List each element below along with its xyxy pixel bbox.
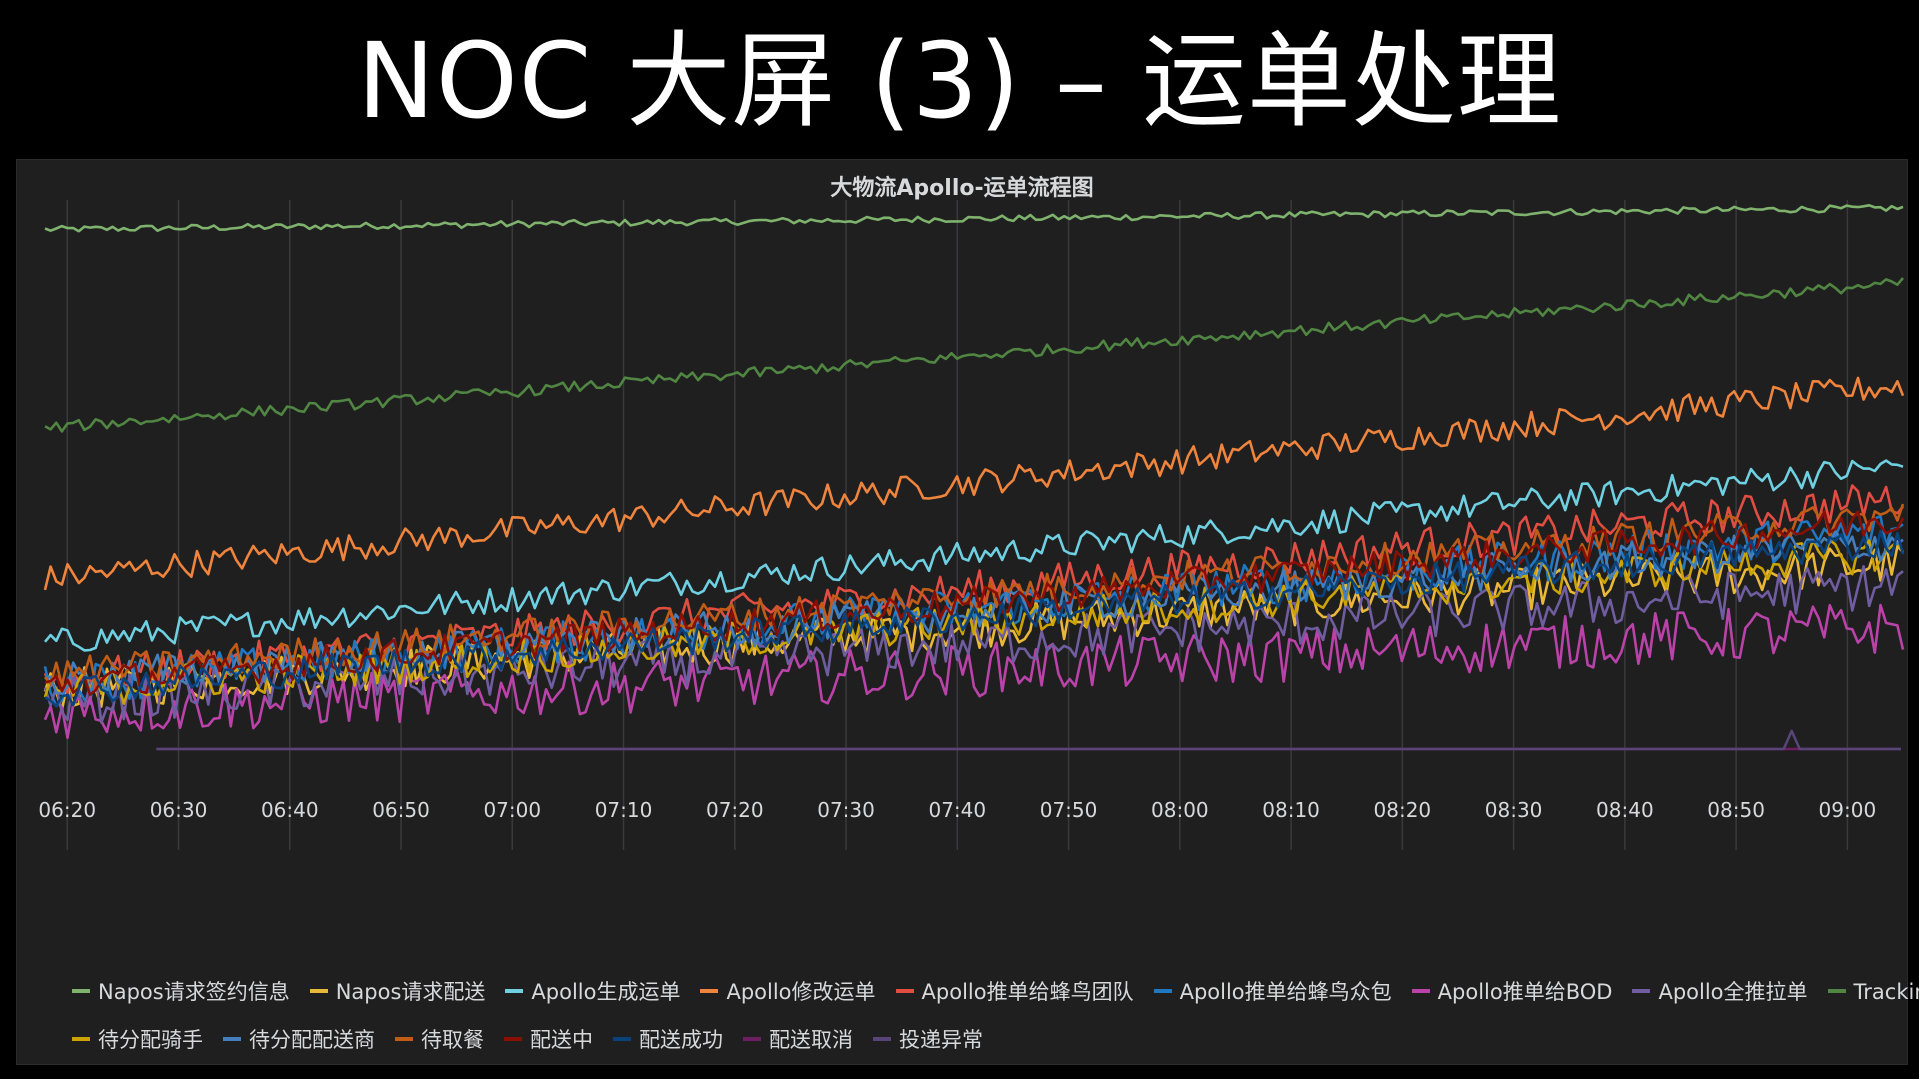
series-line-5[interactable]	[43, 514, 1904, 708]
legend-item[interactable]: Apollo修改运单	[700, 976, 876, 1006]
legend-label: 待分配骑手	[98, 1028, 203, 1052]
x-tick-label: 07:20	[706, 798, 764, 822]
legend-label: Apollo生成运单	[531, 980, 681, 1004]
legend-swatch	[309, 989, 328, 993]
series-line-2[interactable]	[44, 459, 1904, 652]
legend-swatch	[223, 1037, 241, 1041]
legend-swatch	[504, 1037, 522, 1041]
slide-title: NOC 大屏 (3) – 运单处理	[357, 20, 1562, 142]
x-tick-label: 08:30	[1485, 798, 1543, 822]
x-tick-label: 07:10	[595, 798, 653, 822]
legend-swatch	[1632, 989, 1651, 993]
chart-panel: 06:20 06:30 06:40 06:50 07:00 07:10 07:20 07:30…	[16, 159, 1919, 1065]
legend-label: Apollo全推拉单	[1658, 980, 1808, 1004]
legend-item[interactable]: 投递异常	[873, 1024, 983, 1054]
x-tick-label: 08:10	[1262, 798, 1320, 822]
legend-item[interactable]: 待分配骑手	[72, 1024, 203, 1054]
line-chart[interactable]: 06:20 06:30 06:40 06:50 07:00 07:10 07:20 07:30…	[17, 160, 1907, 970]
legend-item[interactable]: Apollo全推拉单	[1632, 976, 1808, 1006]
legend-swatch	[395, 1037, 413, 1041]
legend-label: 配送中	[530, 1028, 593, 1052]
legend-swatch	[613, 1037, 631, 1041]
legend-item[interactable]: Apollo生成运单	[505, 976, 680, 1006]
legend-item[interactable]: Napos请求配送	[309, 976, 486, 1006]
legend-label: 待取餐	[421, 1028, 484, 1052]
legend-item[interactable]: Tracking服务	[1827, 976, 1919, 1006]
x-tick-label: 09:00	[1819, 798, 1877, 822]
x-tick-label: 07:50	[1040, 798, 1098, 822]
x-tick-label: 08:00	[1151, 798, 1209, 822]
legend-swatch	[700, 989, 719, 993]
x-tick-label: 08:50	[1707, 798, 1765, 822]
legend-swatch	[873, 1037, 891, 1041]
legend-item[interactable]: Napos请求签约信息	[72, 976, 290, 1006]
x-tick-label: 06:20	[38, 798, 96, 822]
legend-label: Napos请求签约信息	[98, 980, 290, 1004]
x-tick-label: 07:00	[483, 798, 541, 822]
series-line-13[interactable]	[44, 529, 1905, 708]
legend-row-2: 待分配骑手 待分配配送商 待取餐 配送中 配送成功 配送取消 投递异常	[72, 1024, 991, 1054]
legend-item[interactable]: 配送中	[504, 1024, 593, 1054]
legend-item[interactable]: 待取餐	[395, 1024, 484, 1054]
x-tick-label: 06:50	[372, 798, 430, 822]
legend-label: Tracking服务	[1853, 980, 1919, 1004]
legend-label: Apollo推单给蜂鸟团队	[921, 980, 1134, 1004]
series-line-8[interactable]	[44, 277, 1904, 433]
legend-swatch	[505, 989, 524, 993]
series-line-12[interactable]	[44, 510, 1905, 696]
chart-title: 大物流Apollo-运单流程图	[830, 176, 1094, 201]
legend-item[interactable]: Apollo推单给蜂鸟众包	[1153, 976, 1392, 1006]
x-tick-label: 06:40	[261, 798, 319, 822]
series-line-15[interactable]	[156, 729, 1901, 751]
series-line-3[interactable]	[43, 376, 1905, 591]
legend-swatch	[1827, 989, 1846, 993]
legend-swatch	[72, 989, 90, 993]
legend-label: 配送成功	[639, 1028, 723, 1052]
legend-label: 配送取消	[769, 1028, 853, 1052]
legend-label: Apollo推单给BOD	[1437, 980, 1613, 1004]
series-line-7[interactable]	[43, 565, 1904, 724]
legend-label: 投递异常	[899, 1028, 983, 1052]
legend-swatch	[1411, 989, 1430, 993]
series-line-0[interactable]	[44, 204, 1904, 233]
x-tick-label: 07:40	[928, 798, 986, 822]
legend-item[interactable]: Apollo推单给蜂鸟团队	[895, 976, 1134, 1006]
x-tick-label: 06:30	[150, 798, 208, 822]
legend-item[interactable]: 配送成功	[613, 1024, 723, 1054]
legend-swatch	[743, 1037, 761, 1041]
x-tick-label: 08:20	[1374, 798, 1432, 822]
legend-label: Apollo推单给蜂鸟众包	[1179, 980, 1392, 1004]
legend-label: Napos请求配送	[335, 980, 486, 1004]
x-tick-label: 07:30	[817, 798, 875, 822]
legend-swatch	[895, 989, 914, 993]
legend-row-1: Napos请求签约信息 Napos请求配送 Apollo生成运单 Apollo修改运单…	[72, 976, 1919, 1006]
legend-item[interactable]: 配送取消	[743, 1024, 853, 1054]
legend-label: 待分配配送商	[249, 1028, 375, 1052]
legend-swatch	[1153, 989, 1172, 993]
legend-label: Apollo修改运单	[726, 980, 876, 1004]
x-tick-label: 08:40	[1596, 798, 1654, 822]
legend-item[interactable]: Apollo推单给BOD	[1411, 976, 1613, 1006]
legend-swatch	[72, 1037, 90, 1041]
legend-item[interactable]: 待分配配送商	[223, 1024, 375, 1054]
